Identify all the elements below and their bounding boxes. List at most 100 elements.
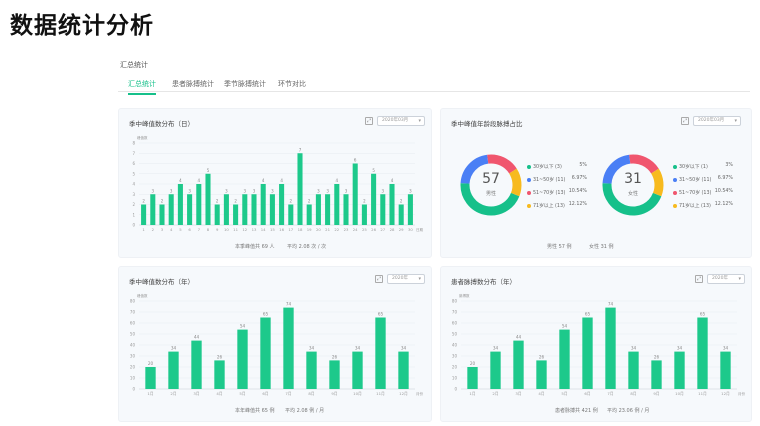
- bar[interactable]: [559, 329, 570, 389]
- bar[interactable]: [380, 194, 386, 225]
- bar[interactable]: [352, 163, 358, 226]
- bar[interactable]: [187, 194, 193, 225]
- donut-slice[interactable]: [602, 154, 631, 184]
- tab-patient-pulse[interactable]: 患者脉搏统计: [172, 80, 214, 88]
- donut-slice[interactable]: [602, 183, 662, 216]
- y-tick-label: 4: [132, 182, 135, 187]
- male-legend: 30岁以下 (3) 5% 31~50岁 (11) 6.97% 51~70岁 (13)…: [527, 163, 587, 215]
- bar[interactable]: [407, 194, 413, 225]
- bar[interactable]: [260, 317, 271, 390]
- footnote-total: 患者脉搏共 421 例: [555, 408, 598, 414]
- x-tick-label: 2月: [492, 391, 498, 396]
- panel-title: 季中峰值年龄段脉搏占比: [451, 120, 523, 128]
- bar[interactable]: [398, 351, 409, 389]
- donut-slice[interactable]: [629, 154, 659, 174]
- bar[interactable]: [720, 351, 731, 389]
- expand-icon[interactable]: ⤢: [375, 275, 383, 283]
- month-select[interactable]: 2020年03月 ▾: [693, 116, 741, 126]
- bar[interactable]: [297, 153, 303, 225]
- donut-slice[interactable]: [460, 154, 489, 184]
- bar[interactable]: [223, 194, 229, 225]
- bar-value-label: 3: [170, 188, 173, 193]
- bar[interactable]: [371, 173, 377, 225]
- bar[interactable]: [205, 173, 211, 225]
- bar[interactable]: [605, 307, 616, 389]
- bar[interactable]: [315, 194, 321, 225]
- bar[interactable]: [233, 204, 239, 226]
- bar[interactable]: [467, 367, 478, 389]
- bar[interactable]: [398, 204, 404, 226]
- year-select[interactable]: 2020年 ▾: [387, 274, 425, 284]
- bar-value-label: 2: [400, 199, 403, 204]
- bar-value-label: 4: [198, 178, 201, 183]
- bar[interactable]: [513, 340, 524, 389]
- bar[interactable]: [177, 184, 183, 225]
- bar[interactable]: [168, 194, 174, 225]
- tab-comparison[interactable]: 环节对比: [278, 80, 306, 88]
- bar[interactable]: [288, 204, 294, 226]
- bar[interactable]: [325, 194, 331, 225]
- donut-slice[interactable]: [650, 168, 664, 197]
- year-select[interactable]: 2020年 ▾: [707, 274, 745, 284]
- x-tick-label: 2月: [170, 391, 176, 396]
- donut-slice[interactable]: [508, 168, 522, 197]
- bar[interactable]: [306, 351, 317, 389]
- bar[interactable]: [352, 351, 363, 389]
- bar[interactable]: [375, 317, 386, 390]
- x-tick-label: 30: [408, 227, 413, 232]
- bar[interactable]: [361, 204, 367, 226]
- bar[interactable]: [490, 351, 501, 389]
- legend-item: 31~50岁 (11) 6.97%: [527, 176, 587, 189]
- tab-summary[interactable]: 汇总统计: [128, 79, 156, 95]
- donut-slice[interactable]: [487, 154, 517, 174]
- expand-icon[interactable]: ⤢: [695, 275, 703, 283]
- bar-value-label: 44: [516, 335, 522, 340]
- x-tick-label: 22: [334, 227, 339, 232]
- monthly-bar-chart: 峰值数 0 10 20 30 40 50 60 70 80 20 1月 34 2月 44 3月 26 4月 54 5月…: [130, 293, 424, 396]
- bar[interactable]: [191, 340, 202, 389]
- dashboard-canvas: 汇总统计 汇总统计 患者脉搏统计 季节脉搏统计 环节对比 季中峰值数分布（日） …: [118, 52, 760, 426]
- bar[interactable]: [159, 204, 165, 226]
- panel-daily-distribution: 季中峰值数分布（日） ⤢ 2020年03月 ▾ 峰值数 0 1 2 3 4 5 6 7 8 2 1 3 2 2…: [118, 108, 432, 258]
- donut-slice[interactable]: [460, 183, 520, 216]
- x-axis-label: 日期: [416, 227, 424, 232]
- bar-value-label: 65: [378, 312, 384, 317]
- bar[interactable]: [697, 317, 708, 390]
- bar[interactable]: [168, 351, 179, 389]
- bar[interactable]: [628, 351, 639, 389]
- bar[interactable]: [343, 194, 349, 225]
- bar[interactable]: [389, 184, 395, 225]
- bar[interactable]: [260, 184, 266, 225]
- bar[interactable]: [251, 194, 257, 225]
- bar[interactable]: [674, 351, 685, 389]
- bar[interactable]: [141, 204, 147, 226]
- x-tick-label: 3: [161, 227, 164, 232]
- bar[interactable]: [283, 307, 294, 389]
- bar[interactable]: [145, 367, 156, 389]
- bar[interactable]: [214, 360, 225, 389]
- bar-value-label: 5: [207, 168, 210, 173]
- tab-season-pulse[interactable]: 季节脉搏统计: [224, 80, 266, 88]
- bar-value-label: 26: [332, 354, 338, 359]
- bar[interactable]: [279, 184, 285, 225]
- bar[interactable]: [651, 360, 662, 389]
- bar[interactable]: [237, 329, 248, 389]
- bar[interactable]: [329, 360, 340, 389]
- bar[interactable]: [196, 184, 202, 225]
- male-donut-chart: [460, 154, 522, 216]
- bar[interactable]: [150, 194, 156, 225]
- bar[interactable]: [242, 194, 248, 225]
- bar[interactable]: [269, 194, 275, 225]
- bar-value-label: 4: [336, 178, 339, 183]
- bar[interactable]: [582, 317, 593, 390]
- expand-icon[interactable]: ⤢: [681, 117, 689, 125]
- bar[interactable]: [306, 204, 312, 226]
- month-select[interactable]: 2020年03月 ▾: [377, 116, 425, 126]
- bar[interactable]: [334, 184, 340, 225]
- bar[interactable]: [536, 360, 547, 389]
- bar-value-label: 2: [142, 199, 145, 204]
- x-tick-label: 9: [216, 227, 219, 232]
- bar[interactable]: [214, 204, 220, 226]
- y-tick-label: 7: [132, 151, 135, 156]
- expand-icon[interactable]: ⤢: [365, 117, 373, 125]
